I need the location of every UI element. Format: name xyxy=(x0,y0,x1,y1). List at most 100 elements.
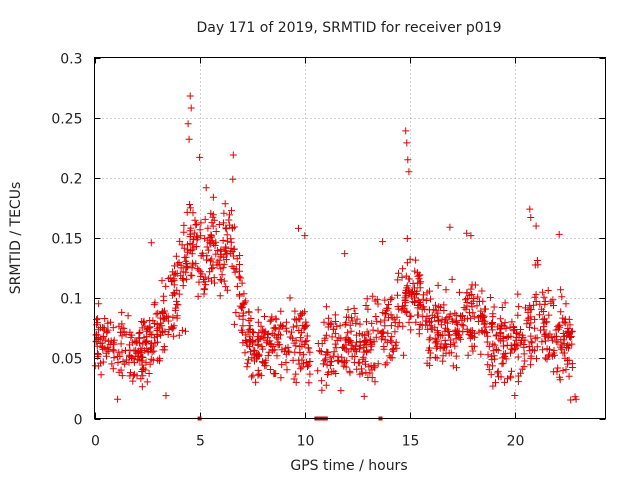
data-point xyxy=(132,338,140,346)
data-point xyxy=(122,347,129,354)
data-point xyxy=(363,295,371,303)
data-point xyxy=(353,315,361,323)
data-point xyxy=(532,298,540,305)
data-point xyxy=(259,345,267,353)
data-point xyxy=(431,353,439,361)
data-point xyxy=(486,294,494,301)
data-point xyxy=(170,271,178,279)
data-point xyxy=(260,359,268,367)
data-point xyxy=(199,252,207,260)
data-point xyxy=(425,336,433,344)
data-point xyxy=(381,296,389,304)
data-point xyxy=(456,288,463,296)
data-point xyxy=(525,343,533,350)
data-point xyxy=(489,362,496,370)
data-point xyxy=(463,327,471,335)
data-point xyxy=(412,256,420,264)
data-point xyxy=(143,338,151,345)
data-point xyxy=(314,367,322,375)
data-point xyxy=(467,232,475,240)
data-point xyxy=(117,340,125,348)
data-point xyxy=(565,372,573,380)
data-point xyxy=(381,310,389,317)
data-point xyxy=(99,334,107,342)
data-point xyxy=(146,360,154,368)
data-point xyxy=(139,372,147,380)
data-point xyxy=(147,239,155,247)
data-point xyxy=(205,246,213,254)
data-point xyxy=(501,319,509,327)
data-point xyxy=(184,120,192,128)
data-point xyxy=(292,378,300,386)
data-point xyxy=(448,275,456,283)
data-point xyxy=(271,370,279,378)
y-tick-label: 0.25 xyxy=(51,112,82,128)
data-point xyxy=(402,272,410,280)
data-point xyxy=(388,346,396,354)
data-point xyxy=(306,370,314,378)
data-point xyxy=(283,366,291,374)
data-point xyxy=(374,360,382,368)
data-point xyxy=(278,323,286,331)
data-point xyxy=(334,357,342,365)
data-point xyxy=(446,331,453,339)
data-point xyxy=(298,329,306,337)
data-point xyxy=(296,349,304,356)
data-point xyxy=(566,321,574,329)
data-point xyxy=(414,304,422,312)
data-point xyxy=(266,317,274,325)
data-point xyxy=(239,315,247,323)
data-point xyxy=(216,292,224,300)
data-point xyxy=(329,352,337,360)
data-point xyxy=(432,307,440,315)
data-point xyxy=(106,341,114,349)
data-point xyxy=(185,135,193,143)
data-point xyxy=(423,289,431,297)
data-point xyxy=(454,331,462,339)
data-point xyxy=(364,305,372,313)
data-point xyxy=(489,319,496,326)
data-point xyxy=(302,359,310,366)
data-point xyxy=(235,312,243,320)
data-point xyxy=(367,346,375,354)
data-point xyxy=(426,349,434,357)
data-point xyxy=(215,221,223,228)
data-point xyxy=(169,324,177,332)
data-point xyxy=(508,318,516,326)
data-point xyxy=(381,361,389,369)
data-point xyxy=(543,345,551,353)
data-point xyxy=(270,331,278,339)
data-point xyxy=(139,366,147,373)
data-point xyxy=(223,286,231,294)
data-point xyxy=(394,291,401,299)
data-point xyxy=(487,371,495,379)
data-point xyxy=(158,277,166,285)
data-point xyxy=(388,314,396,322)
y-axis-label: SRMTID / TECUs xyxy=(8,182,24,295)
data-point xyxy=(230,320,238,328)
data-point xyxy=(543,318,551,326)
data-point xyxy=(452,311,460,319)
data-point xyxy=(182,327,189,335)
data-point xyxy=(485,366,493,374)
data-point xyxy=(244,359,252,367)
data-point xyxy=(97,371,105,379)
data-point xyxy=(403,307,411,315)
data-point xyxy=(427,325,435,333)
data-point xyxy=(268,313,276,321)
data-point xyxy=(498,322,506,329)
data-point xyxy=(99,358,107,366)
data-point xyxy=(387,322,395,330)
data-point xyxy=(501,378,509,386)
data-point xyxy=(403,139,411,147)
data-point xyxy=(344,306,352,314)
data-point xyxy=(197,268,205,276)
data-point xyxy=(138,383,146,391)
data-point xyxy=(243,363,251,371)
data-point xyxy=(250,346,258,354)
data-point xyxy=(558,293,566,301)
data-point xyxy=(503,341,511,349)
data-point xyxy=(543,355,551,363)
y-tick-label: 0.1 xyxy=(60,292,82,308)
